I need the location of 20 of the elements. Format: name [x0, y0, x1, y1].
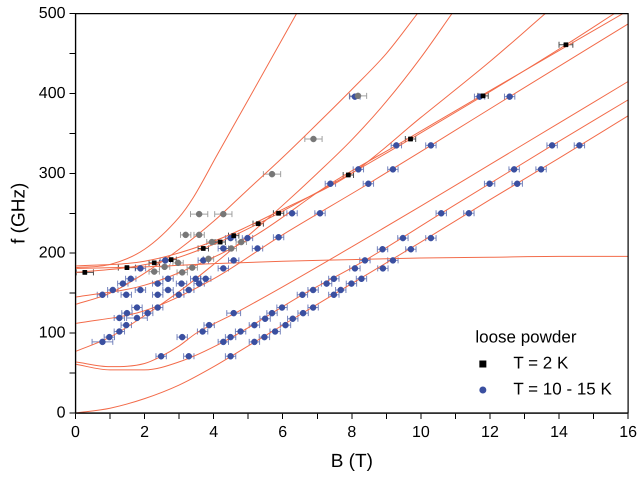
- y-tick-label: 200: [38, 244, 66, 262]
- x-tick-label: 8: [347, 424, 356, 442]
- x-tick-label: 12: [481, 424, 499, 442]
- y-axis-title: f (GHz): [8, 182, 30, 244]
- x-tick-label: 10: [412, 424, 430, 442]
- x-tick-label: 14: [550, 424, 568, 442]
- x-tick-label: 6: [278, 424, 288, 442]
- legend-label: T = 2 K: [513, 354, 569, 373]
- x-tick-label: 16: [619, 424, 638, 442]
- legend-title: loose powder: [475, 328, 577, 347]
- y-tick-label: 500: [38, 5, 66, 22]
- x-axis-title: B (T): [330, 450, 373, 472]
- legend-label: T = 10 - 15 K: [513, 380, 612, 399]
- x-tick-label: 0: [71, 424, 80, 442]
- y-tick-label: 0: [56, 404, 66, 422]
- x-tick-label: 4: [209, 424, 218, 442]
- x-tick-label: 2: [140, 424, 150, 442]
- y-tick-label: 100: [38, 324, 66, 342]
- y-tick-label: 300: [38, 164, 66, 182]
- y-tick-label: 400: [38, 84, 66, 102]
